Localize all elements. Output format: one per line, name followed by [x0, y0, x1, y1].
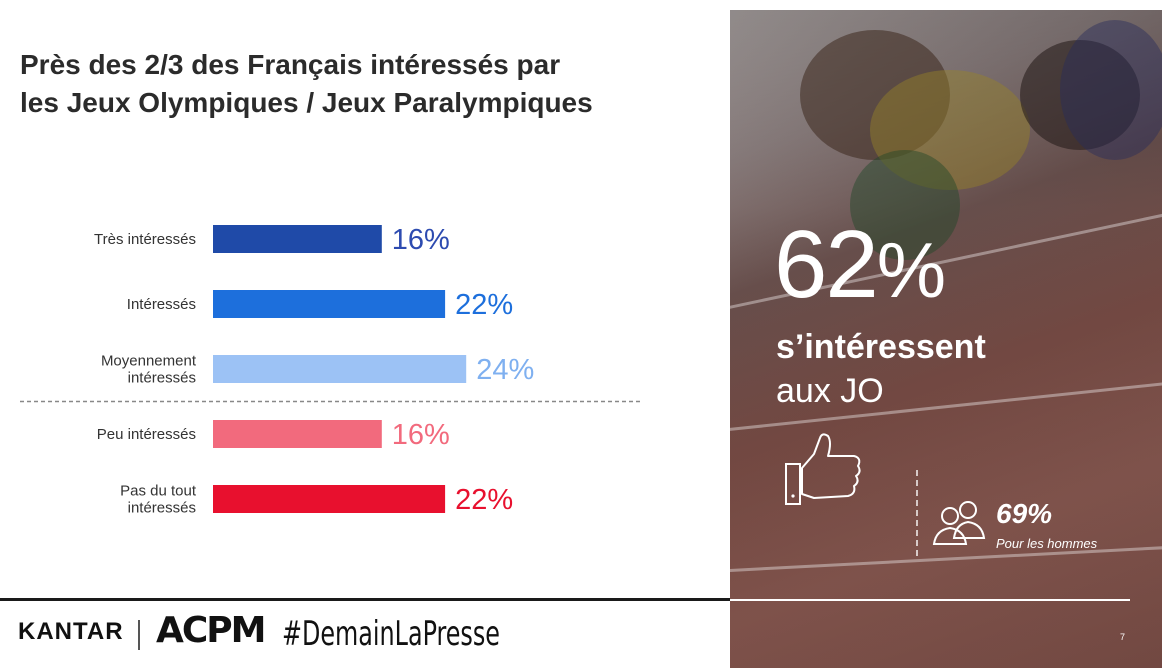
title-line-1: Près des 2/3 des Français intéressés par	[20, 49, 561, 80]
men-percentage: 69%	[996, 498, 1053, 529]
bar-chart: 16% Très intéressés 22% Intéressés 24% Moyenn…	[20, 224, 640, 517]
big-percentage: 62%	[774, 215, 946, 320]
bar-2	[213, 355, 467, 383]
title-line-2: les Jeux Olympiques / Jeux Paralympiques	[20, 87, 593, 118]
hashtag: #DemainLaPresse	[282, 614, 500, 654]
value-label-1: 22%	[455, 289, 513, 321]
bar-4	[213, 485, 446, 513]
headline-bold: s’intéressent	[776, 328, 986, 366]
vertical-divider	[916, 470, 918, 556]
acpm-logo: ACPM	[156, 610, 266, 651]
value-label-0: 16%	[392, 224, 450, 256]
men-label: Pour les hommes	[996, 536, 1098, 551]
bar-3	[213, 420, 382, 448]
category-label-4: Pas du tout	[120, 483, 197, 500]
panel-rule	[730, 599, 1130, 601]
bar-0	[213, 225, 382, 253]
category-label-0: Très intéressés	[94, 231, 196, 248]
bar-1	[213, 290, 446, 318]
athlete-shape	[870, 70, 1030, 190]
athlete-shape	[850, 150, 960, 260]
category-label-3: Peu intéressés	[97, 426, 196, 443]
page-title: Près des 2/3 des Français intéressés par…	[20, 46, 720, 122]
athlete-shape	[800, 30, 950, 160]
photo-panel: 62% s’intéressent aux JO 69% Pour les ho…	[730, 10, 1162, 668]
value-label-2: 24%	[476, 354, 534, 386]
athlete-shape	[1060, 20, 1162, 160]
category-label-2: intéressés	[128, 370, 196, 387]
kantar-logo: KANTAR	[18, 618, 124, 645]
thumbs-up-icon	[785, 433, 861, 505]
category-label-1: Intéressés	[127, 296, 196, 313]
footer-rule	[0, 598, 730, 601]
headline-normal: aux JO	[776, 372, 884, 410]
page-number: 7	[1120, 632, 1126, 642]
people-icon	[932, 501, 986, 545]
category-label-4: intéressés	[128, 500, 196, 517]
big-percentage-number: 62	[774, 211, 879, 318]
category-label-2: Moyennement	[101, 353, 197, 370]
footer-separator	[138, 620, 140, 650]
value-label-4: 22%	[455, 484, 513, 516]
athlete-shape	[1020, 40, 1140, 150]
big-percentage-symbol: %	[876, 226, 946, 314]
value-label-3: 16%	[392, 419, 450, 451]
